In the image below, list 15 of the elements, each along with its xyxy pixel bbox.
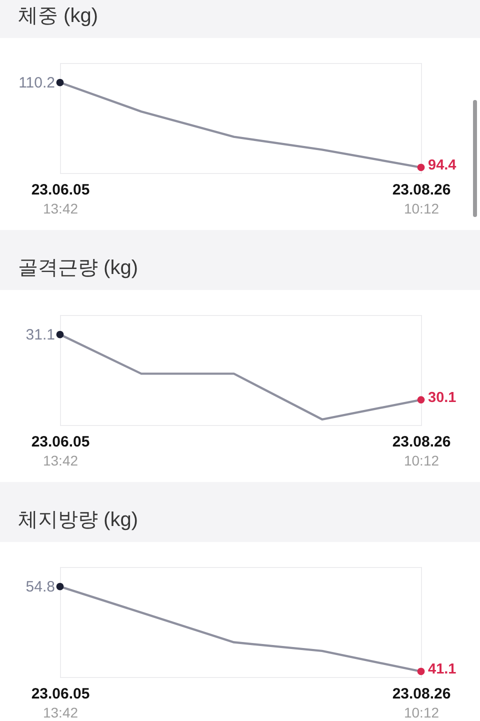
- x-tick-label: 23.06.05 13:42: [31, 686, 90, 720]
- x-tick-label: 23.06.05 13:42: [31, 434, 90, 468]
- x-tick-label: 23.06.05 13:42: [31, 182, 90, 216]
- chart-title: 체지방량 (kg): [18, 508, 138, 532]
- data-label: 30.1: [428, 390, 456, 406]
- data-label: 110.2: [18, 74, 55, 92]
- data-label: 31.1: [26, 326, 55, 344]
- data-label: 94.4: [428, 157, 456, 174]
- x-tick-label: 23.08.26 10:12: [392, 434, 451, 468]
- data-label: 41.1: [428, 661, 456, 678]
- x-tick-label: 23.08.26 10:12: [392, 182, 451, 216]
- chart-title: 체중 (kg): [18, 4, 98, 28]
- data-label: 54.8: [26, 578, 55, 596]
- x-tick-label: 23.08.26 10:12: [392, 686, 451, 720]
- chart-title: 골격근량 (kg): [18, 256, 138, 280]
